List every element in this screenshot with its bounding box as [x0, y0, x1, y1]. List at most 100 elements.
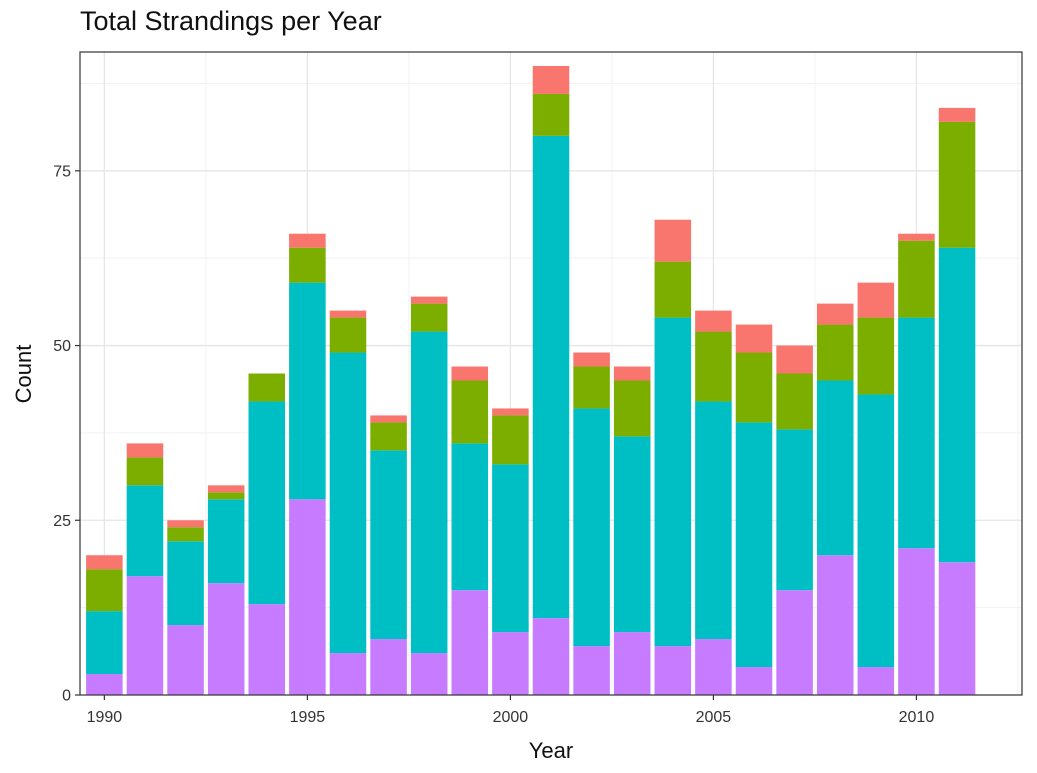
y-axis-title: Count — [11, 345, 36, 404]
bar-segment-2006-4 — [735, 324, 773, 353]
x-tick-label: 1995 — [290, 709, 326, 726]
chart-title: Total Strandings per Year — [80, 6, 382, 36]
bar-segment-2010-3 — [898, 240, 935, 318]
bar-segment-2007-1 — [776, 590, 813, 695]
bar-segment-2001-4 — [532, 65, 570, 94]
bar-segment-1993-2 — [207, 499, 245, 584]
bar-segment-1997-2 — [370, 450, 407, 640]
bar-segment-2008-3 — [816, 324, 854, 381]
bar-segment-1991-3 — [126, 457, 164, 486]
bar-segment-1991-2 — [126, 485, 164, 577]
x-tick-label: 2000 — [493, 709, 529, 726]
bar-segment-2004-4 — [654, 219, 692, 262]
bar-segment-2006-3 — [735, 352, 773, 423]
bar-segment-2003-1 — [613, 632, 651, 695]
bar-segment-2006-1 — [735, 667, 773, 695]
bar-segment-2011-2 — [938, 247, 976, 563]
bar-segment-1995-1 — [289, 499, 326, 695]
bar-segment-2001-2 — [532, 135, 570, 619]
bar-segment-1998-4 — [410, 296, 448, 304]
bar-segment-1996-3 — [329, 317, 367, 353]
x-axis-title: Year — [529, 738, 573, 763]
bar-segment-1997-4 — [370, 415, 407, 423]
bar-segment-1991-1 — [126, 576, 164, 695]
bar-segment-2002-4 — [573, 352, 610, 367]
bar-segment-2009-1 — [857, 667, 895, 695]
bar-segment-2010-1 — [898, 548, 935, 695]
bars — [86, 65, 976, 695]
bar-segment-1992-3 — [167, 527, 204, 542]
bar-segment-1992-2 — [167, 541, 204, 626]
bar-segment-1993-3 — [207, 492, 245, 500]
bar-segment-2005-4 — [695, 310, 732, 332]
bar-segment-2000-2 — [492, 464, 529, 633]
bar-segment-1998-3 — [410, 303, 448, 332]
bar-segment-1990-1 — [86, 674, 123, 695]
bar-segment-2006-2 — [735, 422, 773, 668]
bar-segment-2011-3 — [938, 121, 976, 248]
bar-segment-2004-1 — [654, 646, 692, 695]
y-tick-label: 50 — [53, 338, 71, 355]
bar-segment-2007-2 — [776, 429, 813, 591]
bar-segment-1992-4 — [167, 520, 204, 528]
y-tick-label: 75 — [53, 163, 71, 180]
bar-segment-2009-2 — [857, 394, 895, 668]
bar-segment-1999-1 — [451, 590, 489, 695]
bar-segment-2010-2 — [898, 317, 935, 549]
bar-segment-2007-4 — [776, 345, 813, 374]
bar-segment-2008-2 — [816, 380, 854, 556]
bar-segment-2011-4 — [938, 107, 976, 122]
plot-border — [79, 51, 1023, 696]
bar-segment-1999-4 — [451, 366, 489, 381]
bar-segment-1990-3 — [86, 569, 123, 612]
bar-segment-1996-4 — [329, 310, 367, 318]
bar-segment-2004-3 — [654, 261, 692, 318]
bar-segment-2003-3 — [613, 380, 651, 437]
bar-segment-1999-3 — [451, 380, 489, 444]
bar-segment-1992-1 — [167, 625, 204, 695]
y-tick-label: 25 — [53, 513, 71, 530]
x-tick-label: 1990 — [87, 709, 123, 726]
y-tick-label: 0 — [62, 688, 71, 705]
bar-segment-1994-1 — [248, 604, 286, 695]
bar-segment-1995-3 — [289, 247, 326, 283]
bar-segment-1990-4 — [86, 555, 123, 570]
bar-segment-1991-4 — [126, 443, 164, 458]
bar-segment-2002-2 — [573, 408, 610, 647]
bar-segment-1998-2 — [410, 331, 448, 654]
bar-segment-2004-2 — [654, 317, 692, 647]
bar-segment-2000-3 — [492, 415, 529, 465]
x-tick-label: 2010 — [899, 709, 935, 726]
bar-segment-2008-1 — [816, 555, 854, 695]
bar-segment-2005-1 — [695, 639, 732, 695]
bar-segment-1998-1 — [410, 653, 448, 695]
bar-segment-2008-4 — [816, 303, 854, 325]
bar-segment-2002-3 — [573, 366, 610, 409]
bar-segment-2011-1 — [938, 562, 976, 695]
bar-segment-2000-4 — [492, 408, 529, 416]
bar-segment-1994-2 — [248, 401, 286, 605]
bar-segment-2009-3 — [857, 317, 895, 395]
bar-segment-1995-2 — [289, 282, 326, 500]
bar-segment-1997-3 — [370, 422, 407, 451]
bar-segment-1993-4 — [207, 485, 245, 493]
bar-segment-2005-2 — [695, 401, 732, 640]
bar-segment-2002-1 — [573, 646, 610, 695]
bar-segment-1999-2 — [451, 443, 489, 591]
bar-segment-1995-4 — [289, 233, 326, 248]
bar-segment-2001-1 — [532, 618, 570, 695]
bar-segment-2001-3 — [532, 93, 570, 136]
bar-segment-1994-3 — [248, 373, 286, 402]
bar-segment-1993-1 — [207, 583, 245, 695]
y-axis: 0 25 50 75 — [53, 163, 80, 705]
bar-segment-2007-3 — [776, 373, 813, 430]
x-tick-label: 2005 — [696, 709, 732, 726]
x-axis: 1990 1995 2000 2005 2010 — [87, 695, 935, 726]
bar-segment-2010-4 — [898, 233, 935, 241]
bar-segment-2003-4 — [613, 366, 651, 381]
bar-segment-1996-2 — [329, 352, 367, 654]
bar-segment-2000-1 — [492, 632, 529, 695]
bar-segment-1990-2 — [86, 611, 123, 675]
bar-segment-2009-4 — [857, 282, 895, 318]
